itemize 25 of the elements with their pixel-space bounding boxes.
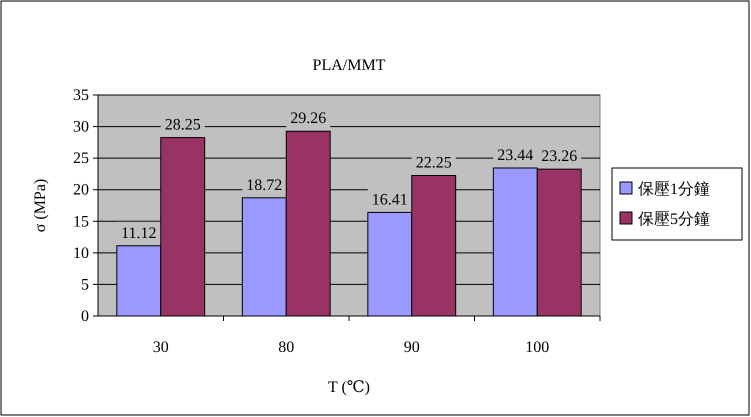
y-tick-label: 25	[73, 150, 89, 168]
data-label: 23.26	[541, 148, 578, 166]
data-label: 29.26	[290, 110, 326, 128]
x-tick-label: 80	[278, 339, 294, 356]
y-tick-label: 35	[73, 87, 89, 104]
x-tick-label: 30	[152, 339, 169, 356]
y-tick-label: 20	[73, 182, 89, 199]
y-tick-label: 15	[73, 213, 89, 230]
y-tick-label: 5	[81, 276, 89, 294]
data-label: 18.72	[246, 176, 282, 194]
data-label: 22.25	[416, 154, 452, 172]
data-label: 11.12	[121, 224, 156, 242]
x-tick-label: 90	[404, 339, 420, 356]
x-axis-title: T (℃)	[328, 379, 370, 396]
y-tick-label: 0	[81, 308, 89, 325]
chart-title: PLA/MMT	[312, 57, 386, 74]
y-tick-label: 30	[73, 118, 89, 136]
legend-label: 保壓5分鐘	[638, 211, 710, 228]
legend-label: 保壓1分鐘	[638, 181, 710, 198]
y-axis-title: σ (MPa)	[32, 178, 49, 232]
y-tick-label: 10	[73, 244, 89, 262]
data-label: 28.25	[164, 116, 201, 134]
data-label: 23.44	[497, 146, 534, 164]
x-tick-label: 100	[525, 339, 550, 356]
data-label: 16.41	[372, 191, 408, 208]
